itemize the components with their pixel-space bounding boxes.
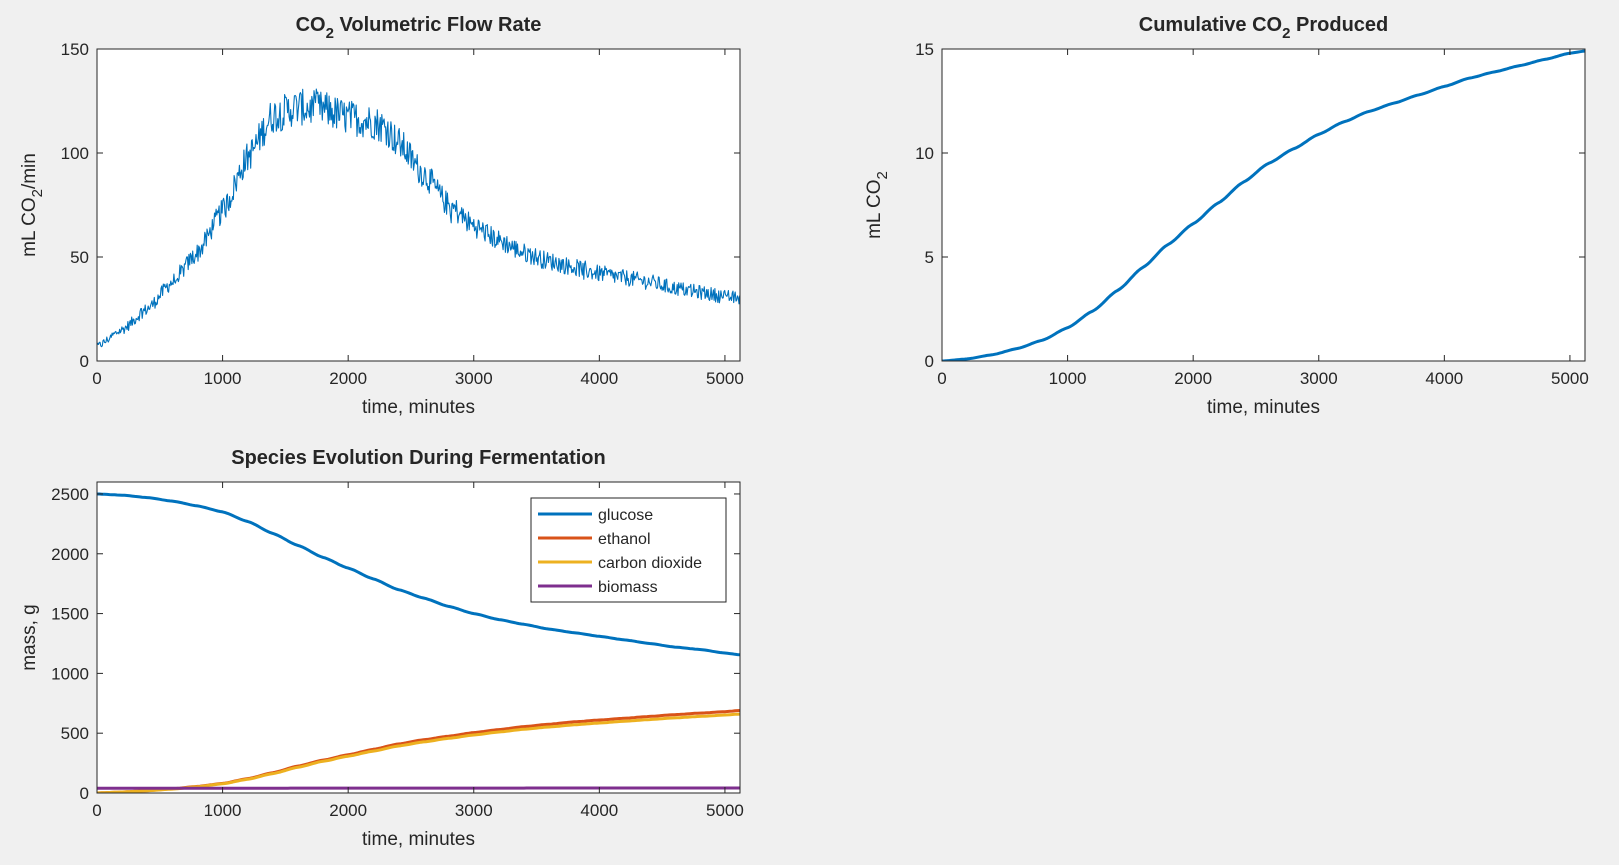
x-axis-label: time, minutes — [362, 397, 475, 418]
legend-label: glucose — [598, 507, 653, 524]
series-line-glucose — [97, 492, 740, 657]
chart-title-text: Species Evolution During Fermentation — [231, 447, 606, 469]
y-axis-label-rest: /min — [19, 153, 40, 189]
y-tick-label: 2000 — [51, 545, 89, 564]
y-tick-label: 0 — [80, 352, 89, 371]
x-tick-label: 1000 — [204, 369, 242, 388]
y-axis-label: mL CO2/min — [19, 153, 46, 257]
plot-area — [97, 49, 740, 361]
chart-title-text: Cumulative CO — [1139, 14, 1282, 36]
x-tick-label: 3000 — [1300, 369, 1338, 388]
chart-title-rest: Volumetric Flow Rate — [334, 14, 541, 36]
chart-title-text: CO — [296, 14, 326, 36]
y-tick-label: 50 — [70, 248, 89, 267]
x-tick-label: 5000 — [706, 369, 744, 388]
x-tick-label: 2000 — [329, 369, 367, 388]
x-tick-label: 4000 — [580, 801, 618, 820]
legend-label: biomass — [598, 579, 658, 596]
x-tick-label: 0 — [92, 369, 101, 388]
series-group — [97, 88, 740, 348]
x-tick-label: 4000 — [580, 369, 618, 388]
y-tick-label: 100 — [61, 144, 89, 163]
legend-label: carbon dioxide — [598, 555, 702, 572]
chart-title: Cumulative CO2 Produced — [1139, 14, 1389, 42]
x-axis-label: time, minutes — [1207, 397, 1320, 418]
x-tick-label: 3000 — [455, 369, 493, 388]
axes-frame — [941, 48, 1586, 362]
y-tick-label: 0 — [80, 784, 89, 803]
chart-title-rest: Produced — [1290, 14, 1388, 36]
y-tick-label: 15 — [915, 40, 934, 59]
y-axis-label-subscript: 2 — [874, 171, 891, 179]
y-tick-label: 500 — [61, 724, 89, 743]
y-axis-label-subscript: 2 — [29, 189, 46, 197]
x-tick-label: 3000 — [455, 801, 493, 820]
y-tick-label: 150 — [61, 40, 89, 59]
x-tick-label: 2000 — [1174, 369, 1212, 388]
y-axis-label-text: mass, g — [19, 604, 40, 671]
chart-title-subscript: 2 — [326, 25, 334, 42]
x-tick-label: 5000 — [1551, 369, 1589, 388]
plot-area — [942, 49, 1585, 361]
x-axis-label: time, minutes — [362, 829, 475, 850]
series-group — [97, 492, 740, 793]
legend-label: ethanol — [598, 531, 651, 548]
series-line-carbon-dioxide — [97, 712, 740, 793]
legend: glucose ethanol carbon dioxide biomass — [530, 497, 727, 603]
axes-frame — [96, 481, 741, 794]
y-tick-label: 1500 — [51, 605, 89, 624]
x-tick-label: 5000 — [706, 801, 744, 820]
series-line-line — [97, 88, 740, 348]
y-tick-label: 10 — [915, 144, 934, 163]
chart-2: 0 1000 2000 3000 4000 5000 0 5 10 15 Cumulative CO… — [864, 14, 1589, 418]
series-line-line — [942, 49, 1585, 361]
x-tick-label: 0 — [937, 369, 946, 388]
x-tick-label: 4000 — [1425, 369, 1463, 388]
x-tick-label: 2000 — [329, 801, 367, 820]
y-axis-label-text: mL CO — [864, 179, 885, 238]
axes-frame — [96, 48, 741, 362]
series-group — [942, 49, 1585, 361]
y-tick-label: 0 — [925, 352, 934, 371]
y-axis-label-text: mL CO — [19, 197, 40, 256]
y-axis-label: mL CO2 — [864, 171, 891, 239]
x-tick-label: 0 — [92, 801, 101, 820]
chart-title: CO2 Volumetric Flow Rate — [296, 14, 542, 42]
y-tick-label: 2500 — [51, 485, 89, 504]
chart-3: 0 1000 2000 3000 4000 5000 0 500 1000 1500 2000 250… — [19, 447, 744, 850]
chart-title-subscript: 2 — [1282, 25, 1290, 42]
x-tick-label: 1000 — [1049, 369, 1087, 388]
y-axis-label: mass, g — [19, 604, 40, 671]
y-tick-label: 1000 — [51, 664, 89, 683]
chart-title: Species Evolution During Fermentation — [231, 447, 606, 469]
y-tick-label: 5 — [925, 248, 934, 267]
x-tick-label: 1000 — [204, 801, 242, 820]
